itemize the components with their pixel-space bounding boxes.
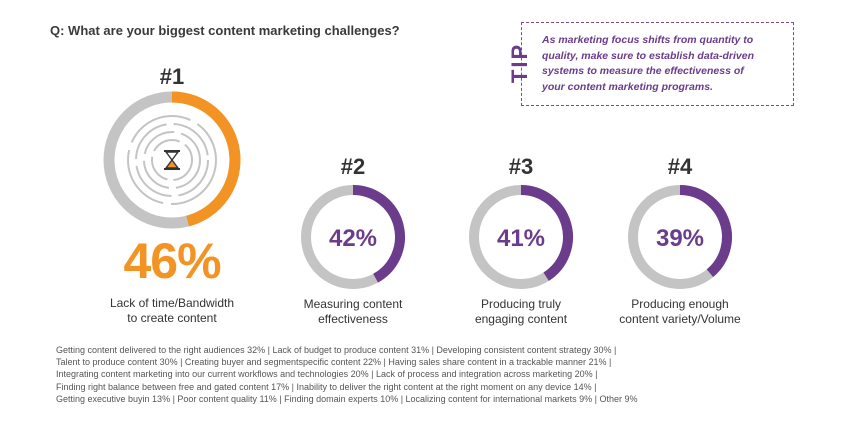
other-challenges-list: Getting content delivered to the right a… <box>56 344 816 405</box>
donut-4: 39% <box>628 185 732 289</box>
donut-4-arc <box>679 185 732 278</box>
label-4: Producing enough content variety/Volume <box>600 297 760 327</box>
tip-line: quality, make sure to establish data-dri… <box>542 49 755 62</box>
donut-3-pct: 41% <box>497 225 545 252</box>
label-3-line-1: Producing truly <box>480 297 562 311</box>
tip-line: your content marketing programs. <box>542 80 713 93</box>
tip-line: systems to measure the effectiveness of <box>542 65 744 77</box>
label-1: Lack of time/Bandwidth to create content <box>82 296 262 326</box>
footer-line: Getting executive buyin 13% | Poor conte… <box>56 393 638 404</box>
label-1-line-1: Lack of time/Bandwidth <box>109 296 235 310</box>
donut-2-arc <box>352 185 405 283</box>
rank-1: #1 <box>159 64 185 89</box>
tip-line: As marketing focus shifts from quantity … <box>542 34 754 46</box>
label-2: Measuring content effectiveness <box>283 297 423 327</box>
donut-3: 41% <box>469 185 573 289</box>
donut-1-arc <box>171 91 241 227</box>
tip-box <box>521 22 794 106</box>
maze-icon <box>127 115 217 205</box>
footer-line: Getting content delivered to the right a… <box>56 345 617 355</box>
rank-2: #2 <box>340 154 366 179</box>
label-3: Producing truly engaging content <box>451 297 591 327</box>
rank-4: #4 <box>667 154 693 179</box>
label-2-line-1: Measuring content <box>303 297 403 311</box>
label-1-line-2: to create content <box>127 311 217 325</box>
donut-1 <box>103 91 241 229</box>
hourglass-icon <box>164 150 180 170</box>
label-2-line-2: effectiveness <box>318 312 388 326</box>
donut-2-pct: 42% <box>329 225 377 252</box>
survey-question: Q: What are your biggest content marketi… <box>50 23 400 38</box>
donut-4-pct: 39% <box>656 225 704 252</box>
donut-1-pct: 46% <box>123 233 221 289</box>
donut-3-arc <box>520 185 573 281</box>
tip-text: As marketing focus shifts from quantity … <box>542 33 786 95</box>
footer-line: Talent to produce content 30% | Creating… <box>56 357 612 368</box>
footer-line: Finding right balance between free and g… <box>56 381 597 392</box>
footer-line: Integrating content marketing into our c… <box>56 369 598 380</box>
label-4-line-1: Producing enough <box>631 297 729 311</box>
donut-2: 42% <box>301 185 405 289</box>
label-4-line-2: content variety/Volume <box>619 312 741 326</box>
label-3-line-2: engaging content <box>474 312 568 326</box>
rank-3: #3 <box>508 154 534 179</box>
